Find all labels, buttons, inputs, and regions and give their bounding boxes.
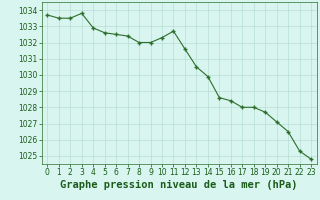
X-axis label: Graphe pression niveau de la mer (hPa): Graphe pression niveau de la mer (hPa): [60, 180, 298, 190]
